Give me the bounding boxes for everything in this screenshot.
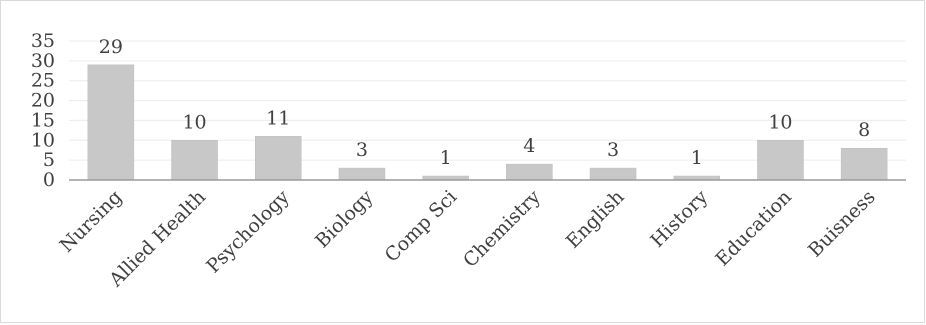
bars (87, 64, 888, 181)
y-tick-label: 35 (31, 30, 55, 52)
category-label: Buisness (804, 186, 880, 262)
bar (840, 147, 888, 181)
data-label: 3 (356, 139, 368, 161)
y-tick-label: 15 (31, 109, 55, 131)
y-tick-label: 25 (31, 70, 55, 92)
category-label: Comp Sci (381, 186, 462, 267)
y-tick-label: 5 (43, 149, 55, 171)
bar (589, 167, 637, 181)
y-tick-label: 0 (43, 169, 55, 191)
y-tick-label: 10 (31, 129, 55, 151)
bar (87, 64, 135, 181)
data-label: 4 (523, 135, 535, 157)
category-label: Nursing (56, 186, 127, 257)
category-label: Education (711, 186, 796, 271)
y-tick-label: 30 (31, 50, 55, 72)
data-label: 3 (607, 139, 619, 161)
bar (171, 140, 218, 181)
data-label: 1 (691, 147, 703, 169)
data-label: 10 (768, 111, 792, 133)
data-label: 1 (440, 147, 452, 169)
bar (757, 140, 804, 181)
category-label: History (646, 186, 712, 252)
category-label: Biology (311, 186, 378, 253)
data-label: 11 (266, 107, 290, 129)
category-label: Chemistry (459, 186, 545, 272)
category-label: English (562, 186, 629, 253)
bar (338, 167, 386, 181)
data-label: 8 (858, 119, 870, 141)
category-label: Psychology (202, 186, 294, 278)
y-tick-label: 20 (31, 90, 55, 112)
data-label: 29 (99, 36, 123, 58)
data-label: 10 (182, 111, 206, 133)
bar (254, 136, 302, 181)
bar (506, 163, 553, 181)
